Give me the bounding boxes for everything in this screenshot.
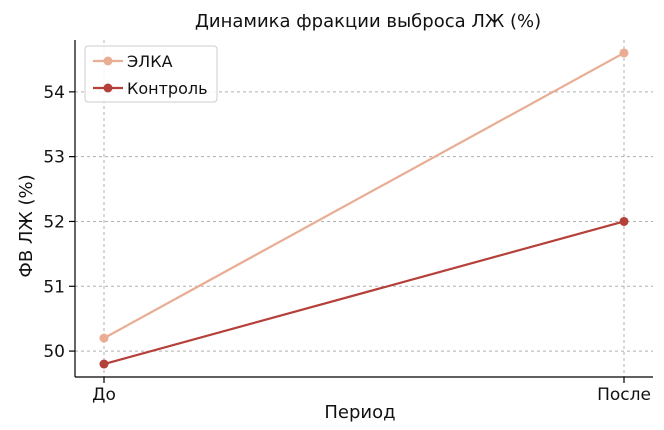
legend-label-1: ЭЛКА — [127, 52, 173, 71]
x-tick-label: До — [92, 385, 116, 405]
data-point-1-1 — [99, 333, 109, 343]
y-tick-label: 50 — [43, 342, 65, 362]
y-tick-label: 54 — [43, 83, 65, 103]
x-axis-label: Период — [324, 402, 395, 423]
series-lines — [99, 48, 629, 369]
legend: ЭЛКА Контроль — [84, 45, 218, 103]
y-tick-label: 51 — [43, 277, 65, 297]
data-point-2-1 — [99, 359, 109, 369]
data-point-1-2 — [619, 48, 629, 58]
data-point-2-2 — [619, 216, 629, 226]
y-tick-label: 52 — [43, 212, 65, 232]
series-line-1 — [103, 51, 625, 340]
legend-marker-1 — [103, 56, 113, 66]
y-tick-label: 53 — [43, 148, 65, 168]
x-tick-label: После — [597, 385, 651, 405]
y-axis-label: ФВ ЛЖ (%) — [16, 174, 37, 277]
chart-title: Динамика фракции выброса ЛЖ (%) — [195, 11, 541, 32]
axes — [69, 40, 653, 383]
tick-labels: 50 51 52 53 54 До После — [43, 83, 651, 405]
legend-label-2: Контроль — [127, 79, 208, 98]
legend-marker-2 — [103, 83, 113, 93]
series-line-2 — [103, 220, 625, 366]
